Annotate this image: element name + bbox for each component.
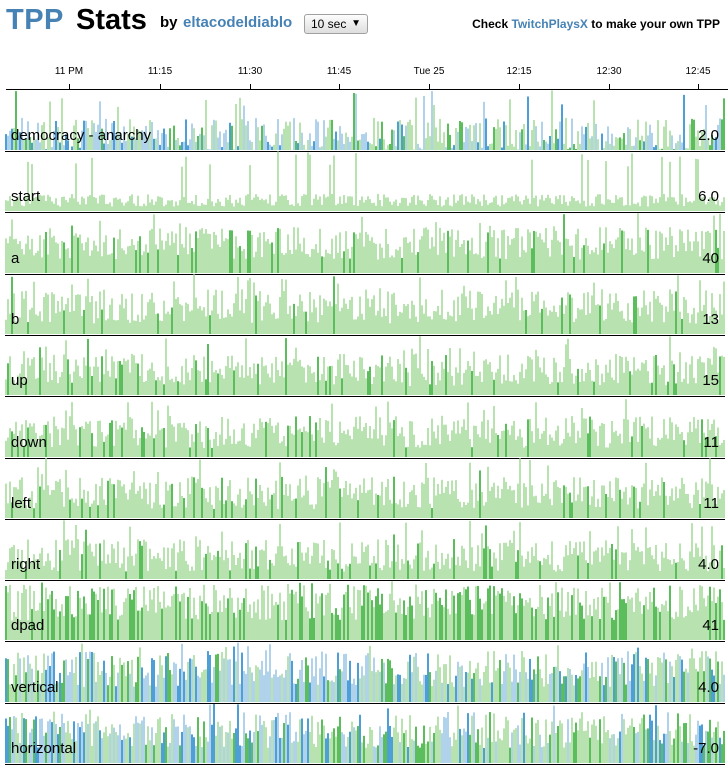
stat-row-label: up — [11, 372, 28, 389]
stat-row-label: horizontal — [11, 740, 77, 757]
stat-row-value: 15 — [702, 372, 719, 389]
stat-row: right 4.0 — [5, 519, 725, 581]
stat-row-value: 40 — [702, 250, 719, 267]
stat-row-value: 4.0 — [698, 556, 719, 573]
axis-tick-label: 12:45 — [685, 66, 711, 77]
stat-sparkline — [5, 274, 725, 334]
axis-tick — [698, 84, 699, 90]
stat-row-label: a — [11, 250, 20, 267]
stat-row-label: democracy - anarchy — [11, 127, 152, 144]
stat-row: down 11 — [5, 397, 725, 459]
stat-row-value: 13 — [702, 311, 719, 328]
stat-sparkline — [5, 151, 725, 211]
stat-row: dpad 41 — [5, 580, 725, 642]
axis-tick — [609, 84, 610, 90]
time-axis: 11 PM 11:15 11:30 11:45 Tue 25 12:15 12:30 12:4… — [0, 62, 728, 90]
stat-row-value: 4.0 — [698, 679, 719, 696]
stat-row: up 15 — [5, 335, 725, 397]
stat-sparkline — [5, 520, 725, 579]
stat-sparkline — [5, 642, 725, 702]
axis-tick — [429, 84, 430, 90]
axis-tick — [250, 84, 251, 90]
stat-sparkline — [5, 213, 725, 273]
axis-tick-label: 12:15 — [506, 66, 532, 77]
stat-sparkline — [5, 336, 725, 395]
dropdown-arrow-icon: ▼ — [351, 18, 361, 29]
axis-tick-label: 11:30 — [237, 66, 263, 77]
axis-tick — [339, 84, 340, 90]
stat-row-label: down — [11, 434, 47, 451]
stat-row: b 13 — [5, 274, 725, 336]
stat-sparkline — [5, 399, 725, 457]
stat-row-value: 11 — [703, 495, 719, 512]
stat-row: democracy - anarchy 2.0 — [5, 90, 725, 152]
stat-row-label: dpad — [11, 617, 45, 634]
stat-row-value: 41 — [702, 617, 719, 634]
interval-select[interactable]: 10 sec ▼ — [304, 14, 368, 34]
axis-tick-label: 12:30 — [596, 66, 622, 77]
stat-row-value: 11 — [703, 434, 719, 451]
axis-tick — [519, 84, 520, 90]
stat-row-label: left — [11, 495, 32, 512]
promo-prefix: Check — [472, 17, 509, 31]
stat-row: a 40 — [5, 213, 725, 275]
stat-sparkline — [5, 458, 725, 518]
interval-value: 10 sec — [311, 17, 347, 31]
stat-sparkline — [5, 90, 725, 150]
axis-tick-label: 11:45 — [326, 66, 352, 77]
stat-row-label: start — [11, 188, 41, 205]
page-header: TPP Stats by eltacodeldiablo 10 sec ▼ Ch… — [0, 0, 728, 44]
stat-row: left 11 — [5, 458, 725, 520]
axis-tick-label: 11:15 — [147, 66, 173, 77]
time-axis-line — [6, 89, 728, 90]
stat-row-value: -7.0 — [693, 740, 719, 757]
author-link[interactable]: eltacodeldiablo — [183, 14, 293, 31]
stat-row: start 6.0 — [5, 151, 725, 213]
axis-tick — [69, 84, 70, 90]
page-title-tpp: TPP — [6, 4, 64, 36]
promo-suffix: to make your own TPP — [591, 17, 720, 31]
stat-row: horizontal -7.0 — [5, 703, 725, 765]
axis-tick — [160, 84, 161, 90]
stat-sparkline — [5, 581, 725, 640]
stat-sparkline — [5, 703, 725, 763]
stat-row-value: 6.0 — [698, 188, 719, 205]
stat-row-label: b — [11, 311, 20, 328]
stat-row-value: 2.0 — [698, 127, 719, 144]
axis-tick-label: 11 PM — [54, 66, 84, 77]
stat-row-label: vertical — [11, 679, 59, 696]
page-title-stats: Stats — [76, 4, 147, 36]
axis-tick-label: Tue 25 — [413, 66, 445, 77]
by-label: by — [160, 14, 178, 31]
stat-row-label: right — [11, 556, 41, 573]
stat-row: vertical 4.0 — [5, 642, 725, 704]
promo-line: Check TwitchPlaysX to make your own TPP — [472, 16, 720, 32]
twitchplaysx-link[interactable]: TwitchPlaysX — [511, 17, 588, 31]
